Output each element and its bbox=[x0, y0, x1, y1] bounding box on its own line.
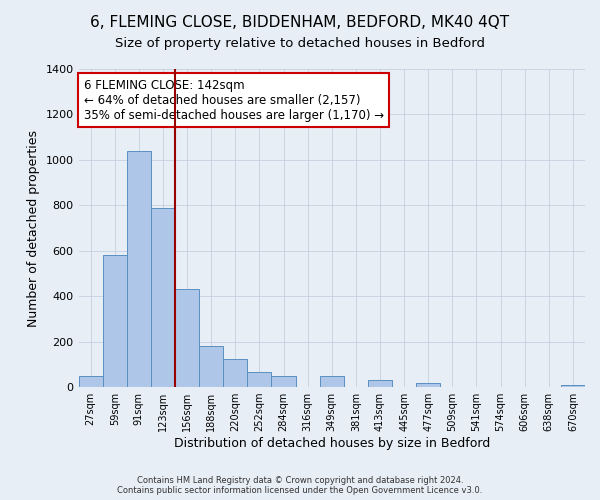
Bar bbox=[175, 290, 199, 387]
Bar bbox=[151, 208, 175, 387]
Text: 6, FLEMING CLOSE, BIDDENHAM, BEDFORD, MK40 4QT: 6, FLEMING CLOSE, BIDDENHAM, BEDFORD, MK… bbox=[91, 15, 509, 30]
Bar bbox=[223, 358, 247, 387]
Text: Size of property relative to detached houses in Bedford: Size of property relative to detached ho… bbox=[115, 38, 485, 51]
Text: Contains HM Land Registry data © Crown copyright and database right 2024.
Contai: Contains HM Land Registry data © Crown c… bbox=[118, 476, 482, 495]
X-axis label: Distribution of detached houses by size in Bedford: Distribution of detached houses by size … bbox=[173, 437, 490, 450]
Bar bbox=[416, 382, 440, 387]
Text: 6 FLEMING CLOSE: 142sqm
← 64% of detached houses are smaller (2,157)
35% of semi: 6 FLEMING CLOSE: 142sqm ← 64% of detache… bbox=[83, 78, 384, 122]
Bar bbox=[127, 151, 151, 387]
Bar bbox=[561, 385, 585, 387]
Bar bbox=[247, 372, 271, 387]
Bar bbox=[103, 256, 127, 387]
Bar bbox=[199, 346, 223, 387]
Y-axis label: Number of detached properties: Number of detached properties bbox=[27, 130, 40, 326]
Bar bbox=[79, 376, 103, 387]
Bar bbox=[271, 376, 296, 387]
Bar bbox=[320, 376, 344, 387]
Bar bbox=[368, 380, 392, 387]
